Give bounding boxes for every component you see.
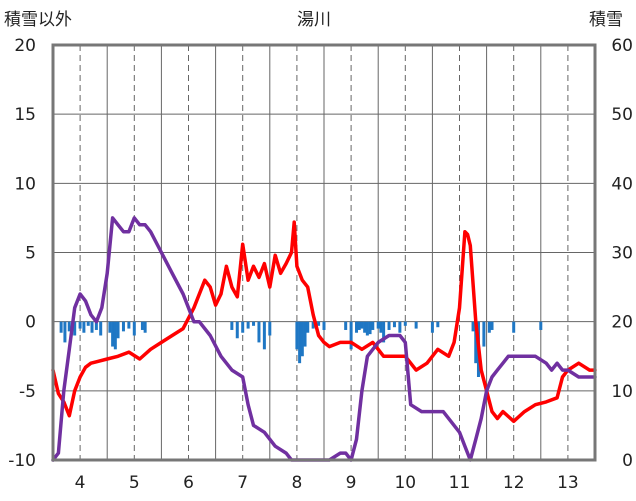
precip-bar — [132, 321, 136, 336]
precip-bar — [235, 321, 239, 339]
precip-bar — [230, 321, 234, 330]
precip-bar — [78, 321, 82, 329]
precip-bar — [86, 321, 90, 326]
precip-bar — [111, 321, 115, 347]
precip-bar — [300, 321, 304, 357]
y-left-tick-label: 15 — [14, 105, 36, 125]
y-right-tick-label: 30 — [611, 244, 633, 264]
precip-bar — [298, 321, 302, 364]
precip-bar — [262, 321, 266, 350]
precip-bar — [257, 321, 261, 343]
precip-bar — [376, 321, 380, 329]
precip-bar — [295, 321, 299, 350]
precip-bar — [246, 321, 250, 329]
precip-bar — [127, 321, 131, 329]
y-right-tick-label: 20 — [611, 313, 633, 333]
precip-bar — [471, 321, 475, 332]
y-right-tick-label: 50 — [611, 105, 633, 125]
precip-bar — [360, 321, 364, 329]
precip-bar — [317, 321, 321, 326]
y-right-tick-label: 10 — [611, 382, 633, 402]
y-left-tick-label: 20 — [14, 36, 36, 56]
precip-bar — [487, 321, 491, 333]
precip-bar — [392, 321, 396, 328]
precip-bar — [436, 321, 440, 328]
precip-bar — [59, 321, 63, 333]
precip-bar — [113, 321, 117, 350]
right-axis-label: 積雪 — [589, 10, 623, 30]
precip-bar — [512, 321, 516, 333]
x-tick-label: 9 — [346, 473, 357, 493]
y-right-tick-label: 60 — [611, 36, 633, 56]
precip-bar — [490, 321, 494, 330]
precip-bar — [398, 321, 402, 333]
precip-bar — [379, 321, 383, 333]
precip-bar — [303, 321, 307, 347]
precip-bar — [382, 321, 386, 343]
precip-bar — [311, 321, 315, 329]
precip-bar — [73, 321, 77, 336]
precip-bar — [482, 321, 486, 347]
precip-bar — [143, 321, 147, 333]
plot-border — [51, 43, 597, 462]
precip-bar — [268, 321, 272, 336]
chart-title: 湯川 — [297, 10, 331, 30]
precip-bar — [430, 321, 434, 333]
y-right-tick-label: 40 — [611, 174, 633, 194]
precip-bar — [241, 321, 245, 333]
y-left-tick-label: -10 — [8, 451, 36, 471]
x-tick-label: 11 — [449, 473, 471, 493]
precip-bar — [121, 321, 125, 332]
y-left-tick-label: 10 — [14, 174, 36, 194]
precip-bar — [344, 321, 348, 330]
x-tick-label: 7 — [237, 473, 248, 493]
precip-bar — [252, 321, 256, 326]
y-left-tick-label: 5 — [25, 244, 36, 264]
y-left-tick-label: 0 — [25, 313, 36, 333]
x-tick-label: 10 — [394, 473, 416, 493]
series-line-1 — [51, 220, 597, 424]
precip-bar — [349, 321, 353, 350]
x-tick-label: 8 — [291, 473, 302, 493]
precip-bar — [474, 321, 478, 364]
precip-bar — [99, 321, 103, 336]
precip-bar — [67, 321, 71, 332]
precip-bar — [363, 321, 367, 333]
precip-bar — [403, 321, 407, 326]
precip-bar — [90, 321, 94, 333]
precip-bar — [365, 321, 369, 336]
precip-bar — [116, 321, 120, 339]
left-axis-label: 積雪以外 — [4, 10, 72, 30]
y-right-tick-label: 0 — [622, 451, 633, 471]
precip-bar — [387, 321, 391, 330]
x-tick-label: 5 — [129, 473, 140, 493]
y-left-tick-label: -5 — [19, 382, 36, 402]
precip-bar — [355, 321, 359, 333]
x-tick-label: 13 — [557, 473, 579, 493]
x-tick-label: 6 — [183, 473, 194, 493]
precip-bar — [539, 321, 543, 330]
precip-bar — [82, 321, 86, 333]
x-tick-label: 4 — [75, 473, 86, 493]
precip-bar — [357, 321, 361, 330]
precip-bar — [63, 321, 67, 343]
precip-bar — [368, 321, 372, 335]
precip-bar — [371, 321, 375, 330]
x-tick-label: 12 — [503, 473, 525, 493]
precip-bar — [306, 321, 310, 333]
precip-bar — [108, 321, 112, 333]
precip-bar — [140, 321, 144, 330]
precip-bar — [322, 321, 326, 330]
precip-bar — [94, 321, 98, 330]
precip-bar — [414, 321, 418, 329]
